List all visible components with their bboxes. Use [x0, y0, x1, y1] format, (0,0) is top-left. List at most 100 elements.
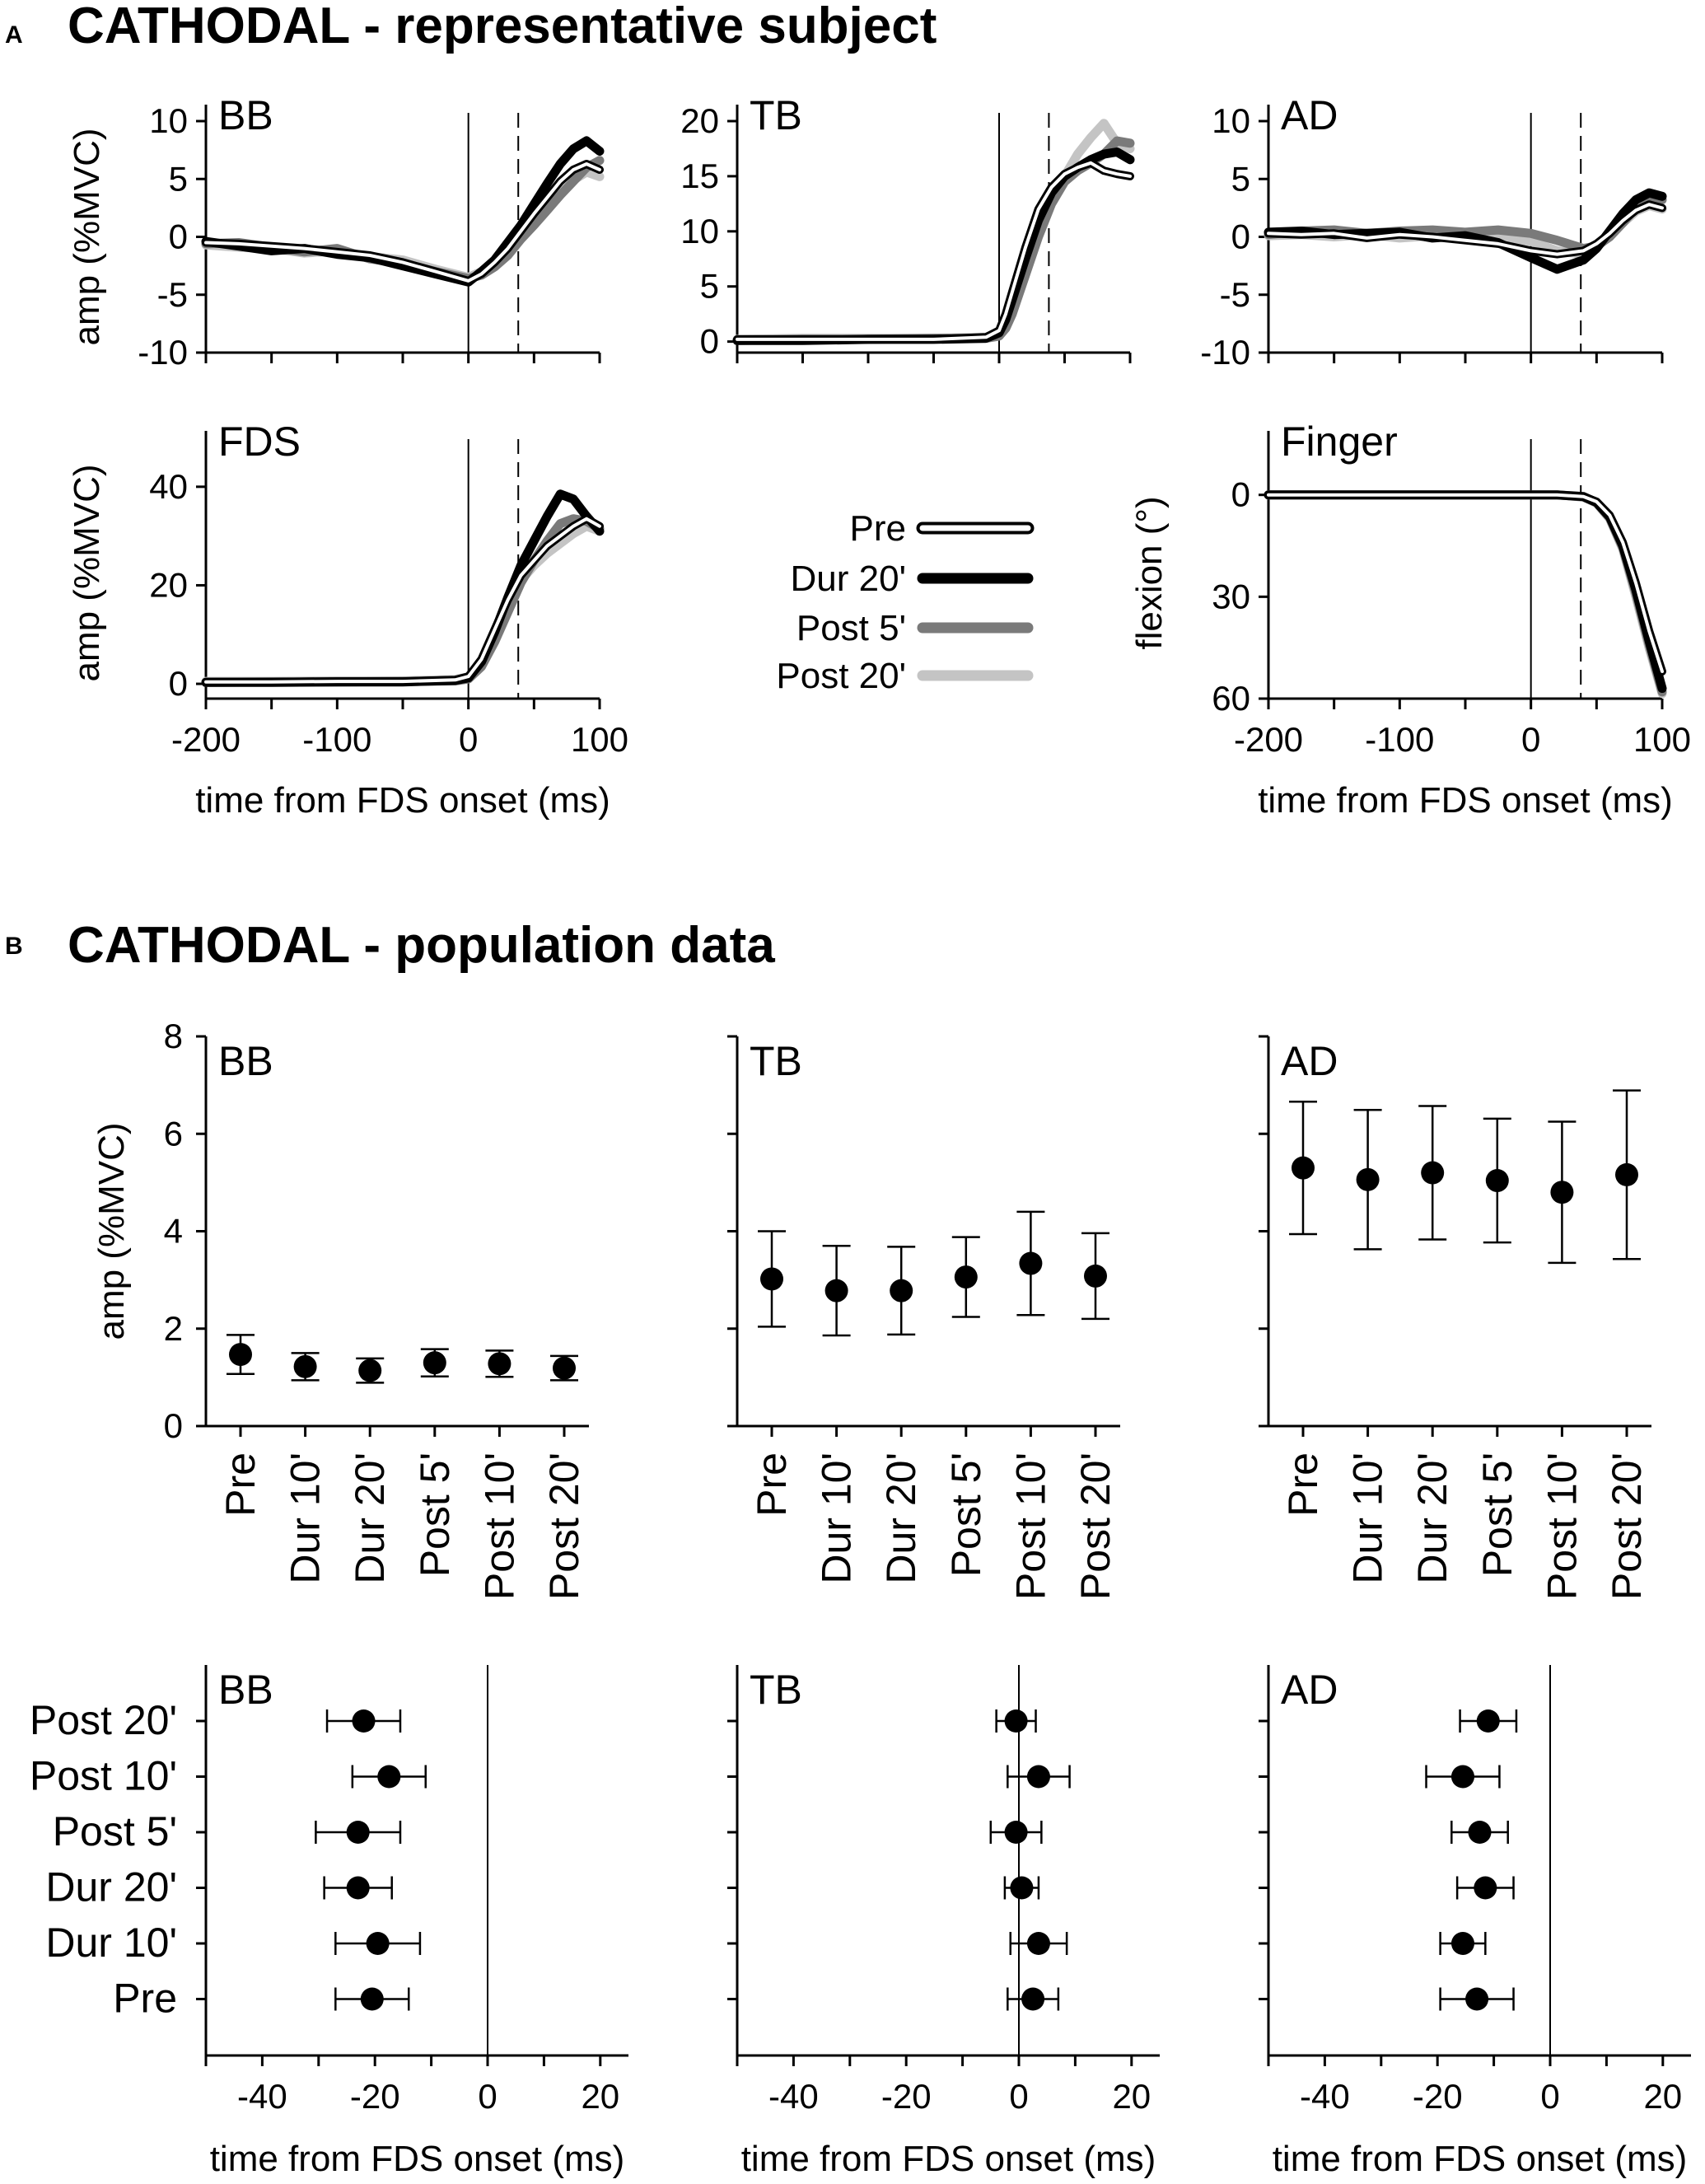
data-point	[229, 1343, 252, 1367]
x-tick-label: 20	[1643, 2077, 1682, 2116]
y-tick-label: 15	[680, 157, 719, 195]
data-point	[954, 1265, 978, 1289]
chart-b-lat-tb: -40 -20 0 20 TB time from FDS onset (ms)	[727, 1665, 1160, 2179]
x-category-label: Post 5'	[943, 1452, 989, 1577]
data-point	[352, 1709, 376, 1733]
y-tick-label: -5	[1220, 275, 1250, 314]
series-line-pre	[1267, 493, 1664, 673]
subplot-title: AD	[1281, 1667, 1338, 1713]
series-line-pre	[204, 517, 601, 684]
panel-a-letter: A	[5, 21, 23, 49]
x-category-label: Post 10'	[1539, 1452, 1585, 1600]
y-axis-label: amp (%MVC)	[67, 128, 107, 345]
data-point	[1485, 1169, 1509, 1193]
y-category-label: Pre	[113, 1976, 177, 2022]
y-category-label: Dur 10'	[45, 1920, 177, 1966]
data-point	[358, 1359, 382, 1382]
legend: Pre Dur 20' Post 5' Post 20'	[776, 508, 1035, 696]
x-category-label: Dur 10'	[283, 1452, 329, 1584]
x-tick-label: 0	[478, 2077, 497, 2116]
x-tick-label: 20	[581, 2077, 619, 2116]
subplot-title: BB	[218, 1038, 273, 1084]
x-category-label: Post 5'	[1474, 1452, 1520, 1577]
subplot-title: AD	[1281, 1038, 1338, 1084]
x-category-label: Dur 10'	[1345, 1452, 1391, 1584]
data-point	[1421, 1161, 1445, 1185]
x-tick-label: -40	[237, 2077, 287, 2116]
series-line-dur20	[1264, 490, 1667, 694]
series-line-pre	[204, 162, 601, 283]
x-tick-label: 0	[1009, 2077, 1028, 2116]
y-tick-label: 0	[1231, 217, 1250, 256]
series-line-pre	[1267, 203, 1664, 256]
data-point	[1468, 1821, 1492, 1844]
data-point	[890, 1279, 913, 1302]
chart-b-lat-ad: -40 -20 0 20 AD time from FDS onset (ms)	[1259, 1665, 1691, 2179]
x-tick-label: -200	[171, 720, 241, 759]
subplot-title: FDS	[218, 419, 301, 465]
data-point	[1476, 1709, 1500, 1733]
x-category-label: Pre	[749, 1452, 795, 1517]
x-category-label: Post 20'	[1072, 1452, 1119, 1600]
x-tick-label: 0	[1521, 720, 1540, 759]
x-category-label: Pre	[1280, 1452, 1326, 1517]
x-category-label: Post 5'	[412, 1452, 458, 1577]
data-point	[366, 1932, 390, 1955]
legend-label-dur20: Dur 20'	[791, 559, 906, 599]
data-point	[293, 1354, 317, 1378]
panel-b-letter: B	[5, 933, 23, 960]
legend-label-post5: Post 5'	[796, 608, 906, 648]
data-point	[1465, 1987, 1489, 2011]
data-point	[1021, 1987, 1045, 2011]
x-category-label: Post 20'	[1604, 1452, 1650, 1600]
chart-a-fds: 0 20 40 -200 -100 0 100 FDS amp (%MVC) time from …	[67, 419, 628, 821]
data-point	[1019, 1251, 1043, 1275]
x-category-label: Dur 20'	[347, 1452, 393, 1584]
data-point	[1356, 1167, 1380, 1191]
data-point	[360, 1987, 384, 2011]
y-tick-label: 60	[1212, 679, 1250, 718]
data-point	[1550, 1181, 1574, 1204]
data-point	[423, 1351, 446, 1375]
data-point	[553, 1356, 576, 1380]
data-point	[1450, 1765, 1474, 1789]
chart-b-amp-ad: Pre Dur 10' Dur 20' Post 5' Post 10' Post 20'…	[1259, 1035, 1651, 1600]
y-tick-label: 5	[169, 159, 188, 198]
y-axis-label: amp (%MVC)	[91, 1122, 132, 1340]
y-category-label: Post 10'	[30, 1753, 177, 1799]
x-tick-label: -20	[881, 2077, 932, 2116]
y-tick-label: 2	[164, 1309, 183, 1348]
series-line-pre-outline	[1264, 490, 1666, 676]
y-tick-label: 20	[680, 101, 719, 140]
data-point	[1084, 1264, 1107, 1288]
chart-a-finger: 0 30 60-200 -100 0 100 Finger flexion (°) time f…	[1129, 419, 1691, 821]
data-point	[824, 1279, 848, 1302]
y-axis-label: flexion (°)	[1129, 496, 1170, 649]
x-tick-label: 0	[1540, 2077, 1559, 2116]
x-tick-label: -20	[1413, 2077, 1463, 2116]
x-category-label: Post 20'	[541, 1452, 587, 1600]
y-tick-label: 40	[149, 467, 188, 506]
subplot-title: Finger	[1281, 419, 1398, 465]
x-tick-label: -100	[1365, 720, 1434, 759]
series-line-pre-outline	[733, 158, 1134, 344]
data-point	[346, 1821, 370, 1844]
x-category-label: Pre	[217, 1452, 264, 1517]
chart-a-tb: 0 5 10 15 20 TB	[680, 92, 1135, 363]
y-tick-label: 0	[700, 322, 719, 361]
x-axis-label: time from FDS onset (ms)	[195, 780, 610, 821]
y-tick-label: 10	[1212, 101, 1250, 140]
data-point	[1026, 1932, 1050, 1955]
data-point	[1004, 1709, 1028, 1733]
x-tick-label: -40	[768, 2077, 819, 2116]
data-point	[488, 1352, 512, 1376]
y-tick-label: -5	[157, 275, 188, 314]
y-tick-label: 0	[164, 1406, 183, 1445]
x-tick-label: 0	[459, 720, 478, 759]
series-line-dur20	[201, 489, 605, 687]
x-tick-label: 20	[1112, 2077, 1151, 2116]
x-axis-label: time from FDS onset (ms)	[741, 2139, 1156, 2179]
x-tick-label: -100	[302, 720, 371, 759]
data-point	[1450, 1932, 1474, 1955]
